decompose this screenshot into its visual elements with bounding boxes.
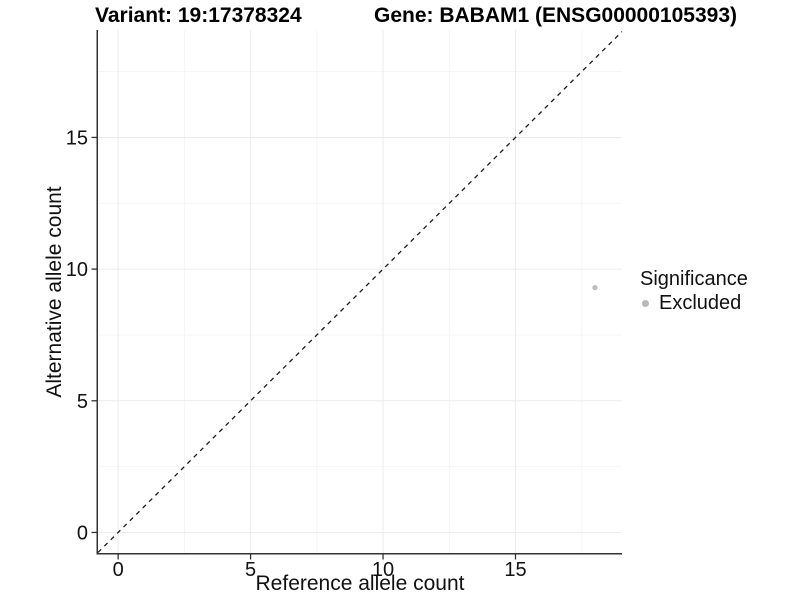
y-axis-tick-label: 0 — [77, 522, 88, 544]
data-point — [592, 284, 598, 291]
legend-item-excluded: Excluded — [640, 292, 748, 315]
legend-key-dot — [642, 300, 649, 307]
plot-title-gene: Gene: BABAM1 (ENSG00000105393) — [374, 4, 737, 27]
identity-line — [97, 31, 623, 553]
x-axis-tick-label: 0 — [113, 559, 124, 581]
x-axis-tick-label: 10 — [372, 559, 394, 581]
legend-title: Significance — [640, 268, 748, 290]
y-axis-tick-label: 15 — [66, 127, 88, 149]
y-axis-tick-label: 5 — [77, 391, 88, 413]
legend-item-label: Excluded — [659, 292, 742, 314]
legend: Significance Excluded — [640, 268, 748, 315]
x-axis-tick-label: 5 — [245, 559, 256, 581]
plot-title-variant: Variant: 19:17378324 — [95, 4, 302, 27]
x-axis-tick-label: 15 — [504, 559, 526, 581]
y-axis-tick-label: 10 — [66, 259, 88, 281]
x-axis-title: Reference allele count — [255, 572, 465, 595]
